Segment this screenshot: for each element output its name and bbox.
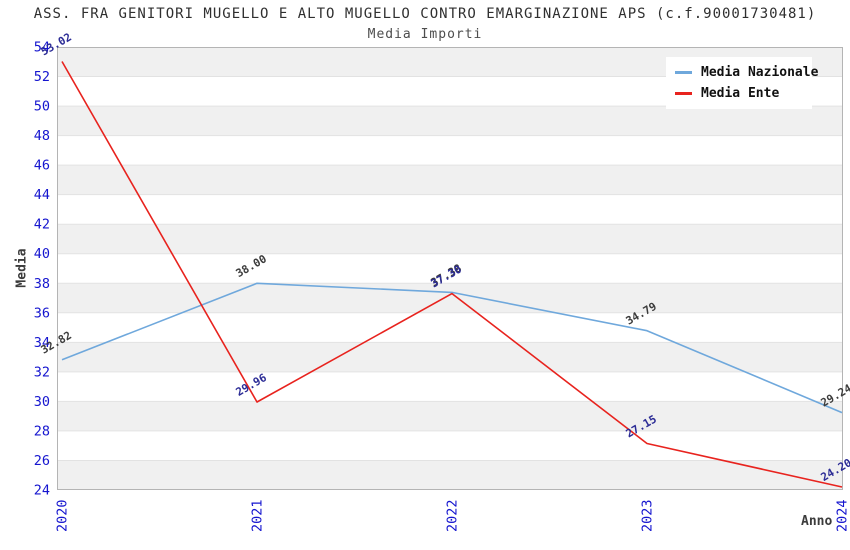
legend-item-nazionale: Media Nazionale [675,62,818,83]
series-line-0 [61,282,843,414]
y-tick-label: 40 [34,246,50,262]
x-axis-title: Anno [801,514,833,529]
y-tick-label: 52 [34,69,50,85]
grid-band [57,224,843,254]
y-tick-label: 38 [34,276,50,292]
grid-band [57,165,843,195]
grid-band [57,283,843,313]
y-axis-title: Media [14,248,30,288]
x-tick-label: 2020 [55,499,71,532]
plot-border [57,47,843,490]
x-tick-label: 2021 [250,499,266,532]
y-tick-label: 26 [34,453,50,469]
chart-title: ASS. FRA GENITORI MUGELLO E ALTO MUGELLO… [33,6,817,22]
legend-label-ente: Media Ente [701,86,780,101]
legend: Media Nazionale Media Ente [666,57,818,109]
y-tick-label: 54 [34,40,50,56]
legend-label-nazionale: Media Nazionale [701,65,819,80]
legend-item-ente: Media Ente [675,83,812,104]
grid-band [57,342,843,372]
y-tick-label: 36 [34,305,50,321]
nazionale-line-swatch-icon [675,71,692,74]
y-tick-label: 32 [34,364,50,380]
y-tick-label: 50 [34,99,50,115]
grid-band [57,460,843,490]
ente-line-swatch-icon [675,92,692,95]
data-label: 29.96 [234,371,270,399]
grid-band [57,106,843,136]
grid-band [57,401,843,431]
y-tick-label: 34 [34,335,50,351]
y-tick-label: 30 [34,394,50,410]
y-tick-label: 28 [34,423,50,439]
x-tick-label: 2023 [640,499,656,532]
y-tick-label: 46 [34,158,50,174]
series-line-1 [61,61,843,488]
chart-subtitle: Media Importi [367,27,483,42]
y-tick-label: 24 [34,483,50,499]
y-tick-label: 48 [34,128,50,144]
x-tick-label: 2022 [445,499,461,532]
x-tick-label: 2024 [835,499,850,532]
y-tick-label: 44 [34,187,50,203]
data-label: 38.00 [234,252,269,280]
y-tick-label: 42 [34,217,50,233]
